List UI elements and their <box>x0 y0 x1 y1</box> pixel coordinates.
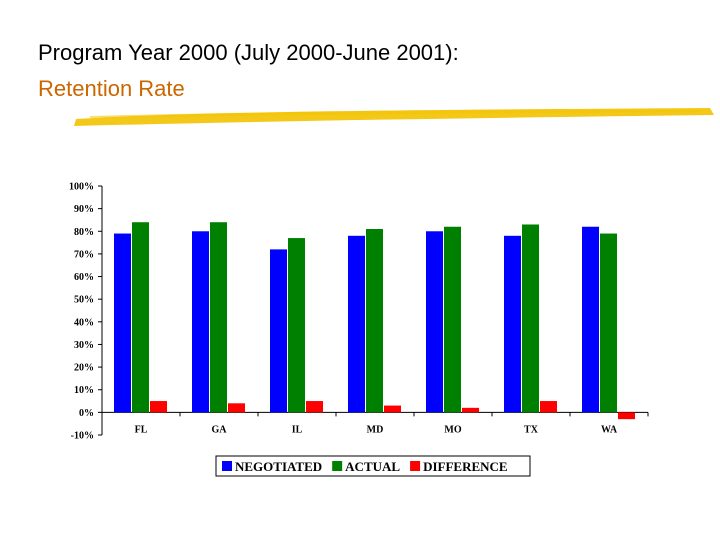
y-tick-label: 20% <box>74 363 94 374</box>
bar-actual-tx <box>522 224 539 413</box>
title-underline-brush <box>74 108 714 126</box>
y-tick-label: 0% <box>79 408 94 419</box>
slide-title: Program Year 2000 (July 2000-June 2001): <box>38 40 459 65</box>
y-tick-label: 60% <box>74 272 94 283</box>
y-tick-label: -10% <box>71 431 94 442</box>
bar-actual-md <box>366 229 383 413</box>
y-tick-label: 80% <box>74 227 94 238</box>
x-category-label: TX <box>524 424 539 435</box>
y-tick-label: 40% <box>74 317 94 328</box>
bar-difference-ga <box>228 403 245 413</box>
bar-negotiated-tx <box>504 235 521 413</box>
x-category-label: MO <box>444 424 461 435</box>
bar-difference-mo <box>462 407 479 413</box>
legend-swatch-negotiated <box>222 461 232 471</box>
x-category-label: FL <box>135 424 148 435</box>
x-category-label: MD <box>367 424 384 435</box>
bar-negotiated-fl <box>114 233 131 413</box>
bar-actual-fl <box>132 222 149 413</box>
bar-negotiated-ga <box>192 231 209 413</box>
legend-box <box>215 455 531 477</box>
x-category-label: IL <box>292 424 303 435</box>
legend-label-difference: DIFFERENCE <box>423 459 508 474</box>
slide-subtitle: Retention Rate <box>38 76 185 101</box>
y-tick-label: 10% <box>74 385 94 396</box>
legend-label-negotiated: NEGOTIATED <box>235 459 322 474</box>
bar-difference-fl <box>150 401 167 413</box>
bar-actual-wa <box>600 233 617 413</box>
bar-difference-md <box>384 405 401 413</box>
y-tick-label: 50% <box>74 295 94 306</box>
bar-negotiated-il <box>270 249 287 413</box>
x-category-label: WA <box>601 424 618 435</box>
legend-swatch-actual <box>332 461 343 471</box>
x-category-label: GA <box>212 424 228 435</box>
y-tick-label: 70% <box>74 249 94 260</box>
bar-actual-mo <box>444 226 461 413</box>
legend-label-actual: ACTUAL <box>345 459 400 474</box>
bar-actual-ga <box>210 222 227 413</box>
legend-swatch-difference <box>410 461 421 471</box>
brush-stroke-thin <box>90 110 700 118</box>
bar-difference-il <box>306 401 323 413</box>
bar-actual-il <box>288 238 305 413</box>
bar-negotiated-mo <box>426 231 443 413</box>
bar-difference-tx <box>540 401 557 413</box>
y-tick-label: 90% <box>74 204 94 215</box>
bar-difference-wa <box>618 412 635 420</box>
y-tick-label: 100% <box>69 182 94 193</box>
y-tick-label: 30% <box>74 340 94 351</box>
bar-negotiated-md <box>348 235 365 413</box>
bar-negotiated-wa <box>582 226 599 413</box>
